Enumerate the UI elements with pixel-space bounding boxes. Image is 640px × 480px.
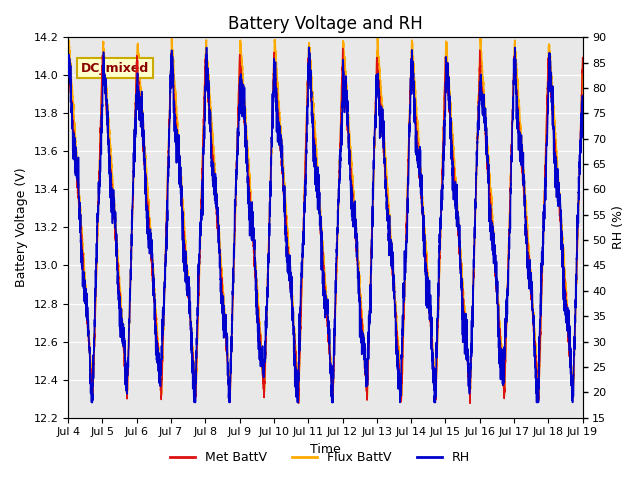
Text: DC_mixed: DC_mixed xyxy=(81,61,149,74)
Y-axis label: Battery Voltage (V): Battery Voltage (V) xyxy=(15,168,28,287)
Legend: Met BattV, Flux BattV, RH: Met BattV, Flux BattV, RH xyxy=(165,446,475,469)
Title: Battery Voltage and RH: Battery Voltage and RH xyxy=(228,15,423,33)
X-axis label: Time: Time xyxy=(310,443,340,456)
Y-axis label: RH (%): RH (%) xyxy=(612,205,625,250)
